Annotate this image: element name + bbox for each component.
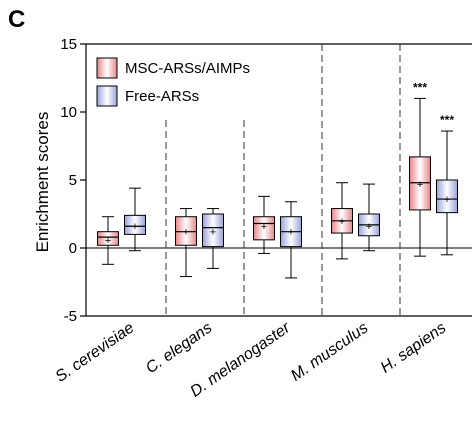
mean-marker: + (210, 227, 216, 239)
x-category-label: M. musculus (288, 319, 371, 384)
box-1-0: + (124, 187, 146, 252)
category-dividers (165, 44, 401, 316)
mean-marker: + (105, 235, 111, 247)
mean-marker: + (417, 179, 423, 191)
y-axis-title: Enrichment scores (33, 112, 52, 253)
mean-marker: + (132, 221, 138, 233)
legend: MSC-ARSs/AIMPs Free-ARSs (96, 57, 250, 107)
y-tick-label: 0 (69, 240, 77, 257)
y-tick-label: -5 (64, 308, 77, 325)
box-body (175, 216, 197, 246)
mean-marker: + (261, 221, 267, 233)
x-category-label: C. elegans (143, 319, 215, 377)
mean-marker: + (366, 221, 372, 233)
mean-marker: + (444, 194, 450, 206)
legend-label: MSC-ARSs/AIMPs (125, 60, 250, 77)
legend-label: Free-ARSs (125, 88, 199, 105)
box-0-2: + (253, 195, 275, 254)
x-category-label: H. sapiens (378, 319, 450, 376)
mean-marker: + (183, 227, 189, 239)
box-1-2: + (280, 201, 302, 279)
box-0-3: + (331, 182, 353, 260)
box-0-1: + (175, 208, 197, 278)
box-0-4: + (409, 97, 431, 257)
significance-label: *** (440, 113, 454, 127)
legend-swatch (96, 57, 118, 79)
box-body (202, 213, 224, 248)
box-1-1: + (202, 208, 224, 269)
mean-marker: + (339, 216, 345, 228)
y-tick-label: 10 (60, 104, 77, 121)
box-body (436, 179, 458, 214)
significance-label: *** (413, 80, 427, 94)
mean-marker: + (288, 227, 294, 239)
panel-label: C (8, 6, 26, 33)
y-tick-label: 15 (60, 36, 77, 53)
box-body (97, 231, 119, 246)
box-1-3: + (358, 183, 380, 252)
legend-swatch (96, 85, 118, 107)
x-category-label: S. cerevisiae (53, 319, 138, 386)
y-tick-label: 5 (69, 172, 77, 189)
box-0-0: + (97, 216, 119, 265)
box-body (409, 156, 431, 211)
boxes: + + + + + + + + + + *** *** (97, 80, 458, 279)
box-body (253, 216, 275, 241)
box-1-4: + (436, 130, 458, 256)
box-body (124, 214, 146, 235)
